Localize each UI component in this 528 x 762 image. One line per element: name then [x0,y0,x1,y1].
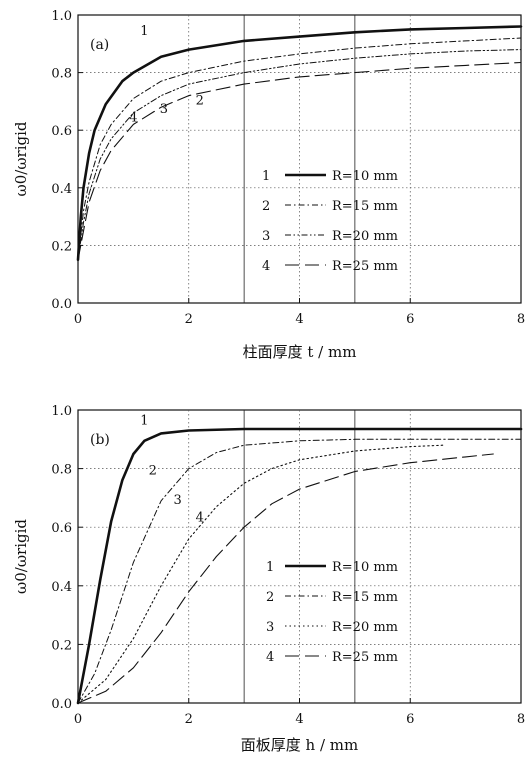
chart-panel-a: 0 2 4 6 8 0.0 0.2 0.4 0.6 0.8 1.0 柱面厚度 t / mm ω0/ωri… [12,9,525,361]
x-tick-label: 2 [185,712,193,727]
panel-label: (b) [90,432,110,448]
legend-number: 3 [266,620,274,635]
x-tick-label: 0 [74,712,82,727]
y-tick-label: 0.8 [51,463,72,478]
series-line-2 [77,37,522,261]
legend-entry: R=10 mm [332,560,398,575]
curve-label: 4 [196,510,204,525]
x-tick-label: 4 [295,312,303,327]
y-tick-label: 1.0 [51,404,72,419]
legend-entry: R=10 mm [332,169,398,184]
y-tick-label: 0.0 [51,297,72,312]
legend-number: 1 [262,169,270,184]
x-tick-label: 0 [74,312,82,327]
series-line-4 [77,453,494,704]
legend-entry: R=15 mm [332,199,398,214]
series-line-3 [77,444,445,704]
legend-number: 2 [266,590,274,605]
x-tick-label: 2 [185,312,193,327]
y-tick-label: 0.6 [51,124,72,139]
legend-number: 1 [266,560,274,575]
series-line-1 [76,25,523,262]
y-tick-label: 0.4 [51,182,72,197]
curve-label: 2 [149,463,157,478]
legend-number: 4 [266,650,274,665]
legend-entry: R=20 mm [332,229,398,244]
y-axis-label: ω0/ωrigid [12,121,30,196]
series-line-4 [77,61,522,261]
legend: 1 R=10 mm 2 R=15 mm 3 R=20 mm 4 R=25 mm [266,560,398,665]
x-tick-label: 6 [406,712,414,727]
y-tick-label: 0.2 [51,638,72,653]
x-tick-label: 4 [295,712,303,727]
curve-label: 2 [196,93,204,108]
legend-entry: R=25 mm [332,650,398,665]
legend-entry: R=15 mm [332,590,398,605]
curve-label: 3 [160,102,168,117]
series-line-2 [77,438,522,704]
legend-number: 2 [262,199,270,214]
y-tick-label: 0.8 [51,67,72,82]
curve-label: 4 [129,111,137,126]
x-axis-label: 柱面厚度 t / mm [243,343,357,361]
curve-label: 1 [140,24,148,39]
curve-label: 1 [140,414,148,429]
legend-number: 4 [262,259,270,274]
x-axis-label: 面板厚度 h / mm [241,736,358,754]
curve-label: 3 [174,493,182,508]
chart-panel-b: 0 2 4 6 8 0.0 0.2 0.4 0.6 0.8 1.0 面板厚度 h / mm ω0/ωri… [12,404,525,754]
x-tick-label: 8 [517,712,525,727]
y-tick-label: 0.0 [51,697,72,712]
y-tick-label: 0.4 [51,580,72,595]
y-tick-label: 0.2 [51,239,72,254]
legend-entry: R=20 mm [332,620,398,635]
x-tick-label: 8 [517,312,525,327]
legend: 1 R=10 mm 2 R=15 mm 3 R=20 mm 4 R=25 mm [262,169,398,274]
y-axis-label: ω0/ωrigid [12,519,30,594]
series-line-3 [77,49,522,261]
panel-label: (a) [90,37,109,53]
legend-number: 3 [262,229,270,244]
y-tick-label: 0.6 [51,521,72,536]
x-tick-label: 6 [406,312,414,327]
y-tick-label: 1.0 [51,9,72,24]
legend-entry: R=25 mm [332,259,398,274]
series-line-1 [76,427,523,705]
